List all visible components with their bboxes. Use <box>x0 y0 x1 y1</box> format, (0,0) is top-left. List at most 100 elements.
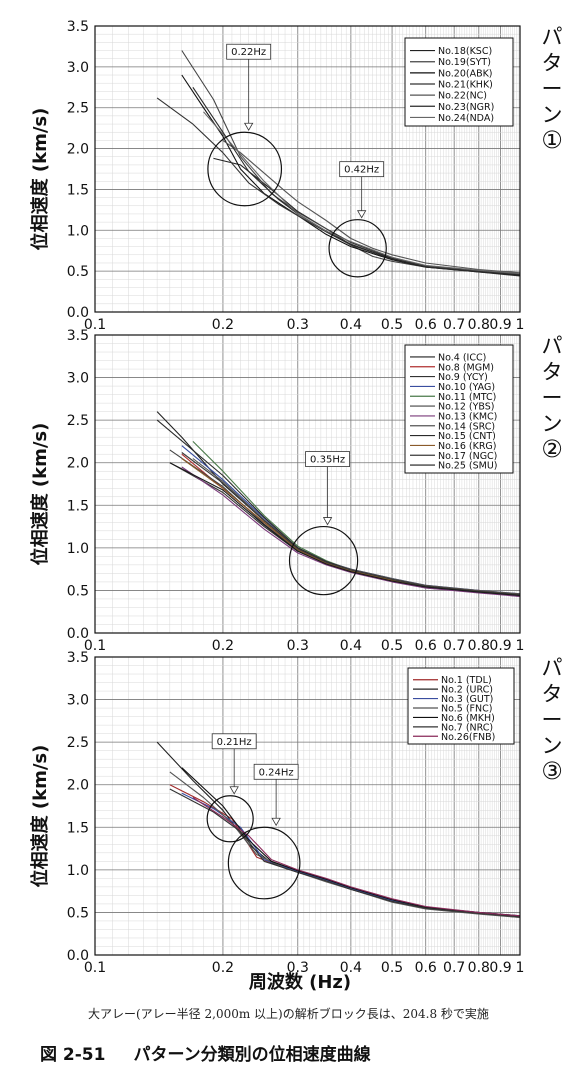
series-line-12 <box>169 462 520 597</box>
annotation-circle-1 <box>206 795 254 843</box>
legend-label: No.1 (TDL) <box>441 675 492 686</box>
annotation-label-2: 0.42Hz <box>344 165 379 176</box>
legend-label: No.11 (MTC) <box>438 392 496 403</box>
caption-title: パターン分類別の位相速度曲線 <box>133 1045 371 1065</box>
pattern-label-char: タ <box>542 51 563 75</box>
legend-label: No.24(NDA) <box>438 113 494 124</box>
series-line-6 <box>169 788 520 918</box>
series-line-5 <box>222 139 520 274</box>
legend: No.1 (TDL)No.2 (URC)No.3 (GUT)No.5 (FNC)… <box>407 667 515 745</box>
pattern-label-char: パ <box>542 25 563 49</box>
annotation-arrow-head-2 <box>271 817 281 827</box>
annotation-circle-2 <box>227 826 301 900</box>
y-tick-label: 0.5 <box>67 264 89 280</box>
series-group <box>156 50 520 277</box>
x-tick-label: 1 <box>516 960 525 976</box>
legend: No.4 (ICC)No.8 (MGM)No.9 (YCY)No.10 (YAG… <box>404 344 514 474</box>
pattern-label-char: タ <box>542 682 563 706</box>
x-tick-label: 0.4 <box>340 638 362 654</box>
y-tick-label: 1.0 <box>67 863 89 879</box>
pattern-label-char: ン <box>542 103 563 127</box>
figure-caption: 図 2-51 パターン分類別の位相速度曲線 <box>40 1040 399 1065</box>
legend-label: No.19(SYT) <box>438 57 491 68</box>
y-tick-label: 2.0 <box>67 456 89 472</box>
plot-frame <box>94 334 521 634</box>
caption-number: 図 2-51 <box>40 1045 106 1065</box>
annotation-arrow-head-1 <box>243 122 254 132</box>
legend-label: No.20(ABK) <box>438 68 493 79</box>
x-tick-label: 0.2 <box>212 960 234 976</box>
legend-label: No.13 (KMC) <box>438 411 497 422</box>
legend-label: No.7 (NRC) <box>441 722 493 733</box>
x-axis-label: 周波数 (Hz) <box>249 971 351 993</box>
legend-label: No.9 (YCY) <box>438 372 488 383</box>
x-tick-label: 0.7 <box>443 317 465 333</box>
y-tick-label: 2.5 <box>67 413 89 429</box>
y-axis-label: 位相速度 (km/s) <box>29 423 51 566</box>
chart-panel-1: 0.22Hz 0.42Hz 0.0 0.5 1.0 1.5 2.0 2.5 3.0 3.5 0.1 0… <box>29 19 563 333</box>
annotation-label-1: 0.21Hz <box>217 737 252 748</box>
y-axis-label: 位相速度 (km/s) <box>29 108 51 251</box>
y-tick-label: 3.5 <box>67 650 89 666</box>
y-tick-label: 1.5 <box>67 820 89 836</box>
x-tick-label: 0.5 <box>381 960 403 976</box>
legend-label: No.4 (ICC) <box>438 352 486 363</box>
pattern-label-char: ン <box>542 412 563 436</box>
x-tick-label: 0.2 <box>212 317 234 333</box>
pattern-label-char: パ <box>542 334 563 358</box>
pattern-label-char: ン <box>542 734 563 758</box>
legend-label: No.17 (NGC) <box>438 451 497 462</box>
x-tick-label: 0.7 <box>443 638 465 654</box>
legend-label: No.25 (SMU) <box>438 461 497 472</box>
x-tick-label: 0.8 <box>468 960 490 976</box>
pattern-label-char: ② <box>541 435 563 463</box>
pattern-label-char: ー <box>542 708 563 732</box>
pattern-label-char: ー <box>542 386 563 410</box>
series-line-11 <box>181 452 520 596</box>
legend-label: No.5 (FNC) <box>441 704 492 715</box>
x-tick-label: 0.8 <box>468 317 490 333</box>
x-tick-label: 0.1 <box>84 638 106 654</box>
legend-label: No.22(NC) <box>438 91 487 102</box>
annotation-arrow-head-2 <box>356 210 367 219</box>
legend-label: No.26(FNB) <box>441 732 495 743</box>
x-tick-label: 0.5 <box>381 638 403 654</box>
annotation-circle-2 <box>328 219 387 278</box>
annotation-arrow-head-1 <box>229 786 239 795</box>
legend-box <box>407 667 515 745</box>
series-line-4 <box>156 97 520 275</box>
legend-label: No.6 (MKH) <box>441 713 495 724</box>
legend-label: No.15 (CNT) <box>438 431 496 442</box>
annotation-label-1: 0.35Hz <box>310 455 345 466</box>
series-line-7 <box>203 111 520 275</box>
legend-label: No.3 (GUT) <box>441 694 493 705</box>
legend-label: No.12 (YBS) <box>438 402 494 413</box>
x-tick-label: 0.2 <box>212 638 234 654</box>
x-tick-label: 0.6 <box>415 638 437 654</box>
y-tick-label: 1.5 <box>67 182 89 198</box>
x-tick-label: 1 <box>516 317 525 333</box>
analysis-note: 大アレー(アレー半径 2,000m 以上)の解析ブロック長は、204.8 秒で実… <box>88 1007 489 1021</box>
legend-label: No.21(KHK) <box>438 80 493 91</box>
series-group <box>156 411 520 597</box>
y-tick-label: 1.5 <box>67 498 89 514</box>
x-tick-label: 0.3 <box>287 317 309 333</box>
legend-box <box>404 37 514 127</box>
legend: No.18(KSC)No.19(SYT)No.20(ABK)No.21(KHK)… <box>404 37 514 127</box>
x-tick-label: 0.6 <box>415 317 437 333</box>
y-tick-label: 3.0 <box>67 60 89 76</box>
annotation-arrow-head-1 <box>322 517 333 526</box>
legend-label: No.2 (URC) <box>441 685 493 696</box>
legend-label: No.10 (YAG) <box>438 382 495 393</box>
y-tick-label: 3.0 <box>67 693 89 709</box>
y-axis-label: 位相速度 (km/s) <box>29 745 51 888</box>
pattern-label-char: タ <box>542 360 563 384</box>
annotation-circle-1 <box>207 131 283 207</box>
y-tick-label: 3.0 <box>67 371 89 387</box>
x-tick-label: 0.1 <box>84 960 106 976</box>
legend-label: No.14 (SRC) <box>438 421 495 432</box>
chart-panel-3: 0.21Hz 0.24Hz 0.0 0.5 1.0 1.5 2.0 2.5 3.0 3.5 0.1 0… <box>29 650 563 976</box>
y-tick-label: 2.5 <box>67 101 89 117</box>
y-tick-label: 0.5 <box>67 583 89 599</box>
y-tick-label: 0.0 <box>67 305 89 321</box>
